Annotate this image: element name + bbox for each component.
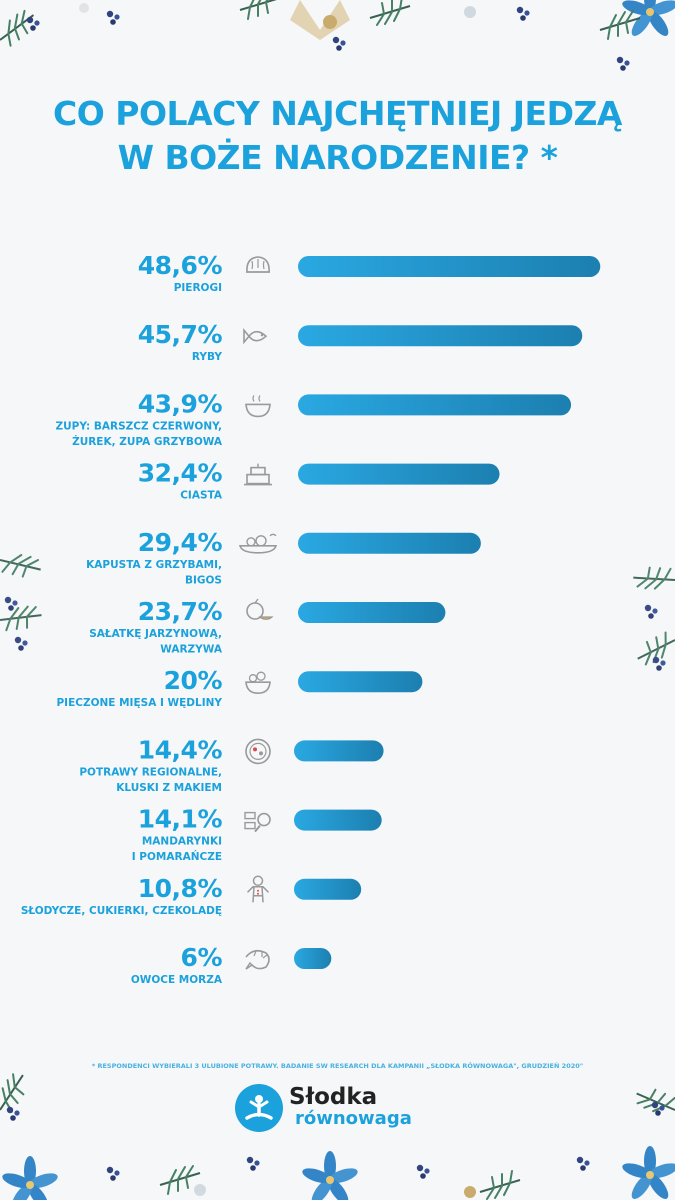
meat-icon xyxy=(244,811,271,833)
value-label: 10,8% xyxy=(138,874,223,903)
category-label: ZUPY: BARSZCZ CZERWONY, xyxy=(56,420,222,432)
page-title: CO POLACY NAJCHĘTNIEJ JEDZĄ W BOŻE NAROD… xyxy=(0,92,675,180)
regional-dish-plate-icon xyxy=(245,738,271,765)
bar xyxy=(294,740,384,762)
category-label: OWOCE MORZA xyxy=(131,974,223,986)
bar xyxy=(298,325,583,347)
brand-logo: Słodka równowaga xyxy=(235,1084,455,1134)
cake-icon xyxy=(244,463,272,486)
title-line-1: CO POLACY NAJCHĘTNIEJ JEDZĄ xyxy=(53,94,622,133)
value-label: 20% xyxy=(164,666,223,695)
category-label: CIASTA xyxy=(180,490,223,502)
bar xyxy=(298,602,446,623)
value-label: 23,7% xyxy=(138,597,223,626)
category-label: MANDARYNKI xyxy=(142,836,222,848)
category-label: ŻUREK, ZUPA GRZYBOWA xyxy=(72,434,223,448)
category-label: I POMARAŃCZE xyxy=(132,850,222,863)
chart-row: 20% PIECZONE MIĘSA I WĘDLINY xyxy=(56,666,423,709)
category-label: SŁODYCZE, CUKIERKI, CZEKOLADĘ xyxy=(21,905,222,917)
category-label: WARZYWA xyxy=(160,644,223,656)
cabbage-dish-icon xyxy=(238,533,278,554)
fish-icon xyxy=(243,327,268,345)
bar xyxy=(298,532,481,554)
chart-row: 29,4% KAPUSTA Z GRZYBAMI, BIGOS xyxy=(86,528,481,586)
value-label: 48,6% xyxy=(138,251,223,280)
value-label: 14,1% xyxy=(138,805,223,834)
bar xyxy=(298,671,423,693)
category-label: KAPUSTA Z GRZYBAMI, xyxy=(86,559,222,571)
bar xyxy=(294,809,382,831)
chart-row: 32,4% CIASTA xyxy=(138,459,500,502)
value-label: 29,4% xyxy=(138,528,223,557)
category-label: POTRAWY REGIONALNE, xyxy=(79,766,222,778)
chart-row: 6% OWOCE MORZA xyxy=(131,943,332,986)
citrus-icon xyxy=(246,598,274,620)
chart-row: 48,6% PIEROGI xyxy=(138,251,601,294)
chart-row: 43,9% ZUPY: BARSZCZ CZERWONY, ŻUREK, ZUPA … xyxy=(56,389,572,448)
chart-row: 45,7% RYBY xyxy=(138,320,583,363)
category-label: SAŁATKĘ JARZYNOWĄ, xyxy=(89,628,222,640)
footnote: * RESPONDENCI WYBIERALI 3 ULUBIONE POTRA… xyxy=(91,1062,584,1070)
logo-word-2: równowaga xyxy=(295,1108,412,1129)
bar-chart: 48,6% PIEROGI 45,7% RYBY 43,9% ZUPY: BARSZCZ … xyxy=(21,251,601,986)
value-label: 14,4% xyxy=(138,735,223,764)
meditation-logo-icon xyxy=(235,1084,283,1132)
bar xyxy=(294,948,332,969)
title-line-2: W BOŻE NARODZENIE? * xyxy=(117,138,558,177)
category-label: PIEROGI xyxy=(174,282,222,294)
value-label: 45,7% xyxy=(138,320,223,349)
salad-bowl-icon xyxy=(245,671,271,695)
chart-row: 23,7% SAŁATKĘ JARZYNOWĄ, WARZYWA xyxy=(89,597,446,656)
value-label: 32,4% xyxy=(138,459,223,488)
chart-row: 14,1% MANDARYNKI I POMARAŃCZE xyxy=(132,805,382,863)
category-label: RYBY xyxy=(192,351,223,363)
category-label: KLUSKI Z MAKIEM xyxy=(116,782,222,794)
category-label: BIGOS xyxy=(185,574,222,586)
category-label: PIECZONE MIĘSA I WĘDLINY xyxy=(56,697,222,709)
chart-row: 10,8% SŁODYCZE, CUKIERKI, CZEKOLADĘ xyxy=(21,874,362,917)
value-label: 6% xyxy=(181,943,223,972)
bar xyxy=(298,394,572,416)
gingerbread-icon xyxy=(247,875,269,903)
shrimp-icon xyxy=(245,949,270,970)
bar xyxy=(298,463,500,485)
bar xyxy=(298,256,601,277)
logo-word-1: Słodka xyxy=(289,1084,378,1110)
value-label: 43,9% xyxy=(138,389,223,418)
dumpling-icon xyxy=(246,256,270,273)
bar xyxy=(294,878,362,900)
soup-bowl-icon xyxy=(245,395,271,418)
chart-row: 14,4% POTRAWY REGIONALNE, KLUSKI Z MAKIEM xyxy=(79,735,384,794)
